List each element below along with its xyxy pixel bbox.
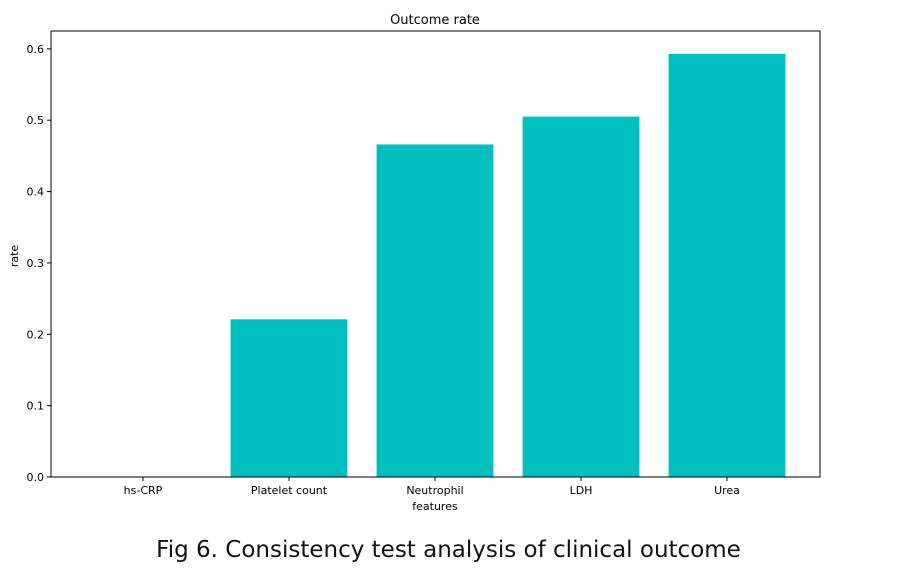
x-tick-label: LDH bbox=[570, 484, 593, 497]
x-tick-label: Urea bbox=[714, 484, 740, 497]
bar-ldh bbox=[522, 116, 640, 477]
y-tick-label: 0.2 bbox=[27, 328, 45, 341]
bar-platelet-count bbox=[230, 319, 348, 477]
x-axis-label: features bbox=[412, 500, 458, 513]
bar-chart: Outcome rate rate features 0.0 0.1 0.2 0.3 0… bbox=[8, 13, 821, 513]
y-tick-label: 0.5 bbox=[27, 114, 45, 127]
y-axis-label: rate bbox=[8, 245, 21, 268]
y-tick-label: 0.1 bbox=[27, 400, 45, 413]
x-tick-label: Platelet count bbox=[251, 484, 328, 497]
bar-urea bbox=[668, 53, 786, 477]
plot-frame bbox=[50, 30, 821, 478]
y-tick-label: 0.3 bbox=[27, 257, 45, 270]
x-tick-label: hs-CRP bbox=[124, 484, 163, 497]
figure-caption: Fig 6. Consistency test analysis of clin… bbox=[156, 537, 741, 563]
y-tick-label: 0.4 bbox=[27, 186, 45, 199]
y-tick-label: 0.6 bbox=[27, 43, 45, 56]
chart-title: Outcome rate bbox=[390, 13, 480, 28]
bar-neutrophil bbox=[376, 144, 494, 477]
x-tick-label: Neutrophil bbox=[406, 484, 463, 497]
y-tick-label: 0.0 bbox=[27, 471, 45, 484]
